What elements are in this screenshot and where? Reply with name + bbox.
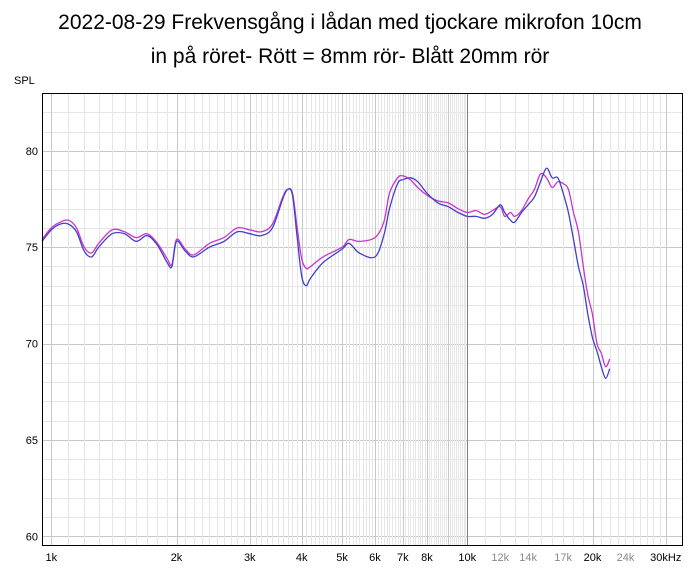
y-tick-label: 75 — [26, 242, 38, 254]
plot-frame — [42, 93, 683, 546]
x-tick-label: 4k — [296, 552, 308, 564]
y-tick-label: 65 — [26, 435, 38, 447]
x-tick-label: 14k — [519, 552, 537, 564]
x-tick-label: 10k — [458, 552, 476, 564]
x-tick-label: 2k — [171, 552, 183, 564]
x-tick-labels: 1k 2k 3k 4k 5k 6k 7k 8k 10k 12k 14k 17k 20k 24k 30kHz — [45, 552, 681, 564]
y-axis-label: SPL — [14, 75, 35, 87]
y-tick-labels: 60 65 70 75 80 — [26, 146, 38, 544]
x-tick-label: 24k — [617, 552, 635, 564]
x-tick-label: 8k — [421, 552, 433, 564]
y-tick-label: 70 — [26, 339, 38, 351]
x-tick-label: 6k — [369, 552, 381, 564]
x-tick-label: 20k — [584, 552, 602, 564]
y-tick-label: 80 — [26, 146, 38, 158]
x-tick-label: 5k — [336, 552, 348, 564]
x-tick-label: 1k — [45, 552, 57, 564]
chart-title-line-2: in på röret- Rött = 8mm rör- Blått 20mm … — [150, 45, 550, 68]
chart-title-line-1: 2022-08-29 Frekvensgång i lådan med tjoc… — [58, 11, 642, 34]
grid-lines — [42, 93, 683, 546]
y-tick-label: 60 — [26, 531, 38, 543]
x-tick-label: 30kHz — [650, 552, 681, 564]
x-tick-label: 3k — [244, 552, 256, 564]
x-tick-label: 12k — [491, 552, 509, 564]
data-series — [41, 167, 611, 379]
series-line-red — [41, 172, 611, 368]
series-line-blue — [41, 167, 611, 379]
x-tick-label: 17k — [554, 552, 572, 564]
x-tick-label: 7k — [397, 552, 409, 564]
